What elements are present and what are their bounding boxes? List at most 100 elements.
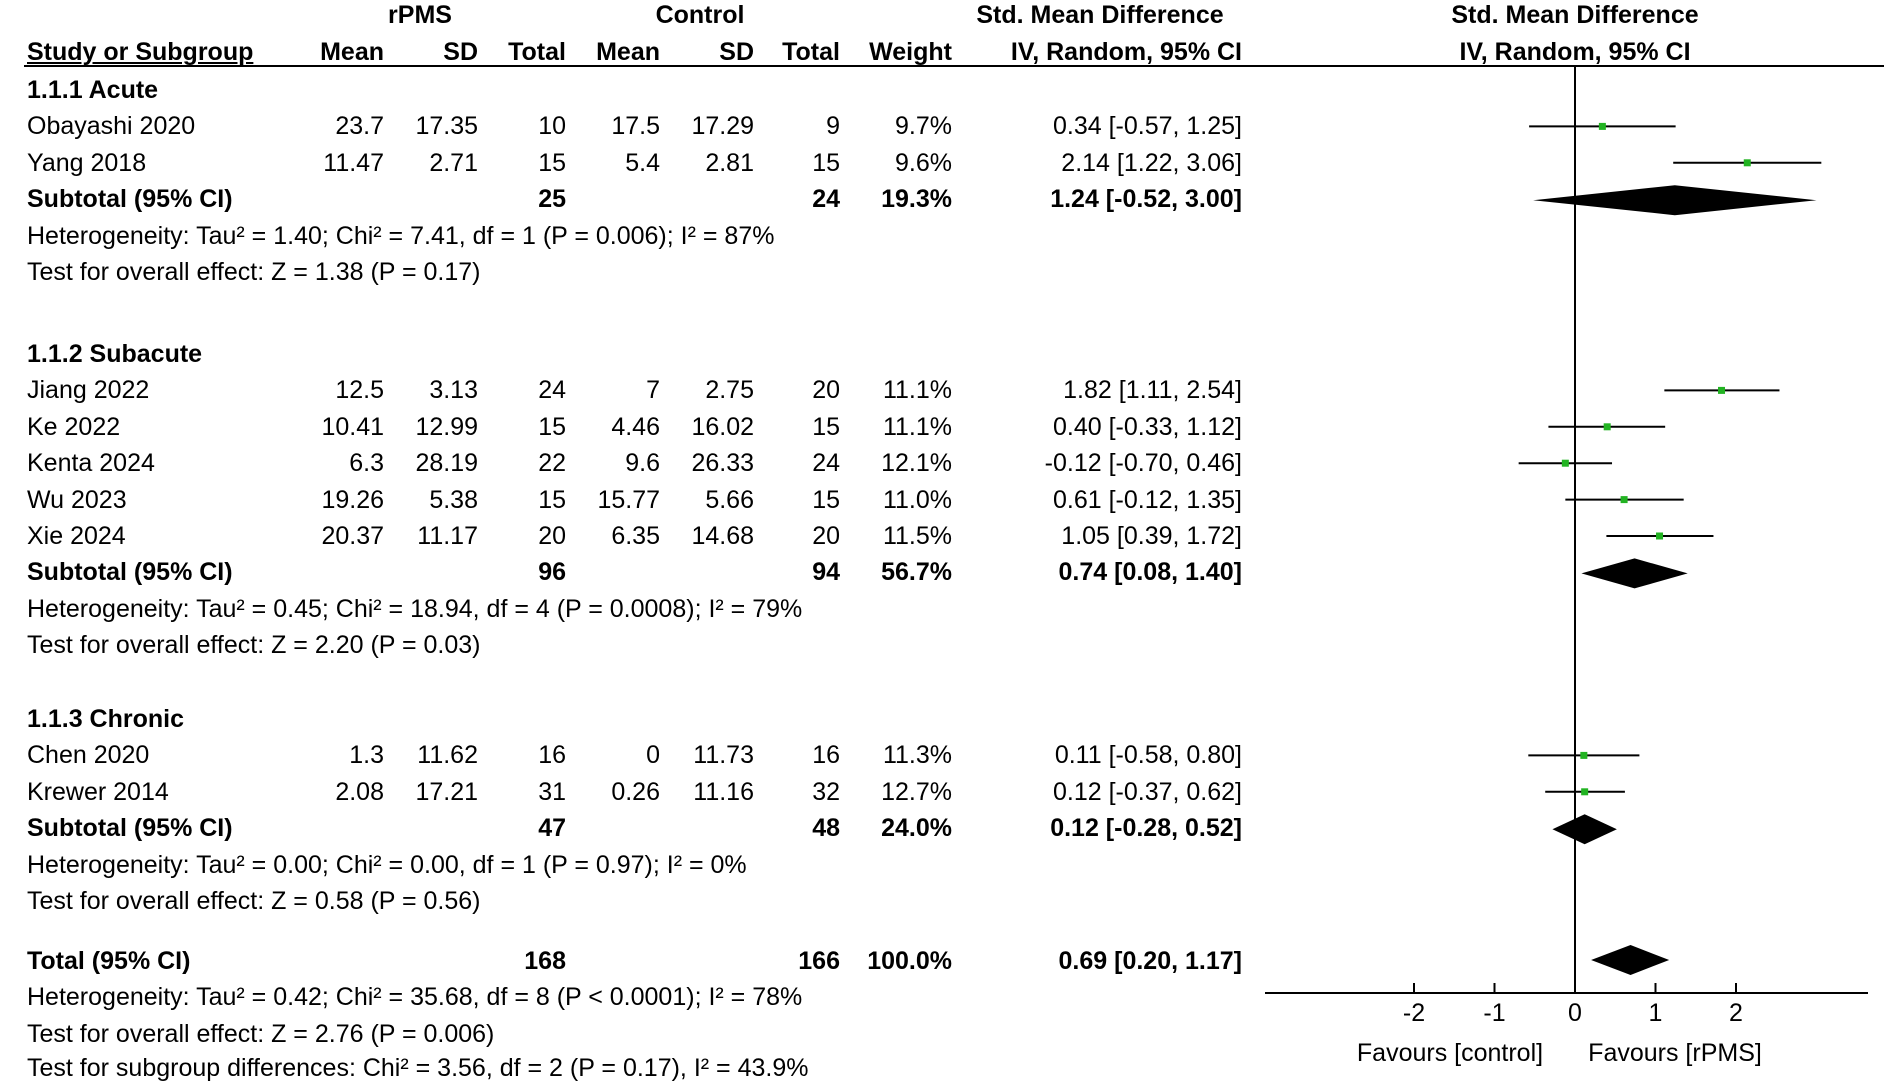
overall-effect-text: Test for overall effect: Z = 0.58 (P = 0…	[27, 887, 481, 915]
total-total1: 168	[524, 947, 566, 975]
header-rule	[24, 65, 1884, 67]
subtotal-total2: 48	[812, 814, 840, 843]
x-tick-label: 1	[1649, 999, 1663, 1027]
x-tick-label: -2	[1403, 999, 1425, 1027]
study-weight: 9.6%	[895, 148, 952, 177]
study-sd1: 2.71	[429, 148, 478, 177]
study-name: Jiang 2022	[27, 376, 150, 405]
col-sd1: SD	[443, 38, 478, 66]
study-sd2: 11.16	[693, 777, 754, 806]
study-mean1: 2.08	[335, 777, 384, 806]
study-sd2: 14.68	[691, 522, 754, 550]
study-name: Obayashi 2020	[27, 112, 196, 141]
study-total1: 22	[538, 449, 566, 478]
col-study: Study or Subgroup	[27, 38, 254, 66]
study-ci: 2.14 [1.22, 3.06]	[1061, 148, 1242, 177]
point-estimate	[1620, 496, 1628, 504]
study-total1: 15	[538, 485, 566, 514]
study-name: Ke 2022	[27, 412, 121, 441]
study-sd1: 12.99	[415, 412, 478, 441]
subtotal-label: Subtotal (95% CI)	[27, 814, 233, 843]
favours-right-label: Favours [rPMS]	[1588, 1039, 1762, 1067]
study-mean2: 15.77	[597, 485, 660, 514]
study-name: Krewer 2014	[27, 777, 169, 806]
study-mean1: 6.3	[349, 449, 384, 478]
study-weight: 11.5%	[882, 522, 952, 550]
study-mean2: 0.26	[611, 777, 660, 806]
col-sd2: SD	[719, 38, 754, 66]
study-weight: 12.7%	[881, 777, 952, 806]
study-total2: 9	[826, 112, 840, 141]
study-sd2: 17.29	[691, 112, 754, 141]
study-mean1: 23.7	[335, 112, 384, 141]
study-mean2: 0	[646, 741, 660, 770]
study-sd1: 11.62	[417, 741, 478, 770]
study-total2: 16	[812, 741, 840, 770]
study-sd1: 5.38	[429, 485, 478, 514]
study-ci: -0.12 [-0.70, 0.46]	[1044, 449, 1242, 478]
plot-header: Std. Mean Difference	[1451, 1, 1699, 29]
study-name: Yang 2018	[27, 148, 147, 177]
study-sd1: 11.17	[417, 522, 478, 550]
subtotal-weight: 19.3%	[881, 185, 952, 214]
study-mean1: 11.47	[323, 148, 384, 177]
subtotal-total1: 96	[538, 558, 566, 587]
col-total1: Total	[508, 38, 566, 66]
x-tick-label: 0	[1568, 999, 1582, 1027]
study-ci: 1.05 [0.39, 1.72]	[1061, 522, 1242, 550]
study-total1: 31	[538, 777, 566, 806]
study-mean2: 5.4	[625, 148, 660, 177]
study-mean1: 12.5	[335, 376, 384, 405]
study-ci: 0.11 [-0.58, 0.80]	[1054, 741, 1242, 770]
study-sd2: 2.81	[705, 148, 754, 177]
point-estimate	[1598, 122, 1606, 130]
point-estimate	[1581, 788, 1589, 796]
subtotal-label: Subtotal (95% CI)	[27, 185, 233, 214]
subtotal-total2: 24	[812, 185, 840, 214]
subtotal-label: Subtotal (95% CI)	[27, 558, 233, 587]
study-weight: 11.1%	[882, 376, 952, 405]
study-sd1: 17.35	[415, 112, 478, 141]
study-mean2: 6.35	[611, 522, 660, 550]
study-sd1: 3.13	[429, 376, 478, 405]
study-sd2: 5.66	[705, 485, 754, 514]
study-total2: 15	[812, 148, 840, 177]
subgroup-differences-text: Test for subgroup differences: Chi² = 3.…	[27, 1054, 809, 1083]
study-ci: 0.40 [-0.33, 1.12]	[1052, 412, 1242, 441]
subtotal-ci: 0.74 [0.08, 1.40]	[1058, 558, 1242, 587]
total-heterogeneity-text: Heterogeneity: Tau² = 0.42; Chi² = 35.68…	[27, 983, 803, 1012]
study-total1: 20	[538, 522, 566, 550]
group1-header: rPMS	[388, 1, 452, 29]
heterogeneity-text: Heterogeneity: Tau² = 1.40; Chi² = 7.41,…	[27, 221, 775, 250]
subtotal-total2: 94	[812, 558, 840, 587]
study-total1: 24	[538, 376, 566, 405]
x-tick-label: -1	[1483, 999, 1505, 1027]
study-total2: 15	[812, 485, 840, 514]
subtotal-total1: 47	[538, 814, 566, 843]
study-sd2: 16.02	[691, 412, 754, 441]
overall-effect-text: Test for overall effect: Z = 1.38 (P = 0…	[27, 258, 481, 286]
study-total2: 24	[812, 449, 840, 478]
study-ci: 0.61 [-0.12, 1.35]	[1052, 485, 1242, 514]
study-weight: 12.1%	[881, 449, 952, 478]
group2-header: Control	[655, 1, 745, 29]
study-mean1: 19.26	[321, 485, 384, 514]
point-estimate	[1743, 159, 1751, 167]
study-ci: 0.12 [-0.37, 0.62]	[1052, 777, 1242, 806]
study-mean1: 10.41	[321, 412, 384, 441]
study-ci: 1.82 [1.11, 2.54]	[1063, 376, 1242, 405]
subgroup-title: 1.1.1 Acute	[27, 76, 159, 104]
study-total2: 20	[812, 376, 840, 405]
study-mean1: 20.37	[321, 522, 384, 550]
point-estimate	[1561, 459, 1569, 467]
subgroup-title: 1.1.2 Subacute	[27, 340, 203, 368]
study-total2: 32	[812, 777, 840, 806]
study-weight: 9.7%	[895, 112, 952, 141]
total-weight: 100.0%	[867, 947, 952, 975]
study-name: Xie 2024	[27, 522, 126, 550]
study-mean2: 7	[646, 376, 660, 405]
x-tick-label: 2	[1729, 999, 1743, 1027]
heterogeneity-text: Heterogeneity: Tau² = 0.00; Chi² = 0.00,…	[27, 850, 747, 879]
